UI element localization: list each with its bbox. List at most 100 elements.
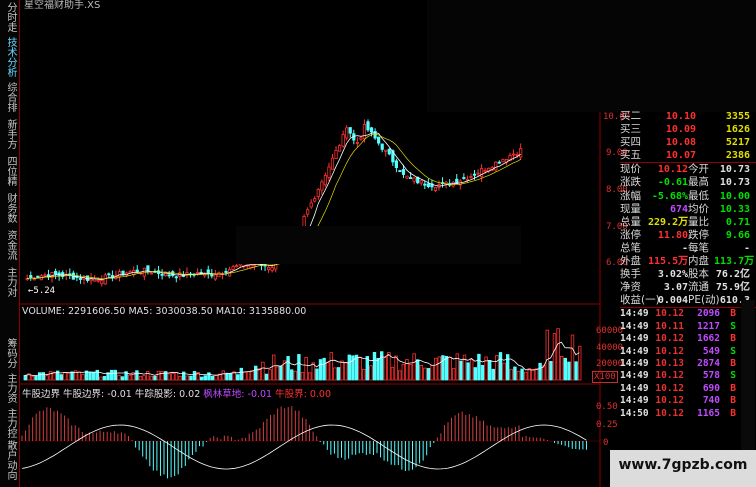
volume-bar <box>372 352 377 381</box>
candle-body <box>142 267 146 277</box>
bid-label: 买二 <box>620 110 641 122</box>
candle-body <box>309 202 313 208</box>
candle-body <box>149 272 154 275</box>
stat-value: 115.5万 <box>648 256 689 268</box>
side-expand-handle[interactable] <box>741 300 755 450</box>
candle-body <box>320 181 324 191</box>
candle-body <box>128 271 132 274</box>
volume-bar <box>477 353 481 381</box>
volume-bar <box>257 368 261 381</box>
sidebar-tab[interactable]: 散户动向 <box>5 440 16 480</box>
bid-row[interactable]: 买五 10.07 2386 <box>620 149 756 162</box>
sidebar-tab[interactable]: 新手方 <box>5 119 16 149</box>
candle-body <box>408 177 413 179</box>
candle-body <box>36 275 40 278</box>
volume-bar <box>354 354 359 381</box>
black-overlay-top <box>427 0 756 112</box>
tick-price: 10.12 <box>655 382 684 394</box>
stat-row: 涨停 11.80 跌停 9.66 <box>620 229 756 242</box>
bid-row[interactable]: 买四 10.08 5217 <box>620 136 756 149</box>
sidebar-tab[interactable]: 主力对比 <box>5 267 16 297</box>
volume-axis-label: 60000 <box>596 326 624 336</box>
stat-label: 涨跌 <box>620 176 641 189</box>
candle-body <box>330 157 335 170</box>
volume-unit-label: X100 <box>592 371 618 383</box>
volume-bar <box>253 365 258 381</box>
volume-bar <box>534 368 539 381</box>
volume-bar <box>293 370 297 381</box>
stat-row: 净资 3.07 流通 75.9亿 <box>620 281 756 294</box>
volume-bar <box>498 352 503 381</box>
volume-bar <box>556 328 560 381</box>
tick-time: 14:49 <box>620 395 649 407</box>
volume-bar <box>160 371 164 381</box>
volume-bar <box>387 352 391 381</box>
candle-body <box>391 150 395 163</box>
candle-body <box>341 134 345 147</box>
volume-bar <box>243 371 247 381</box>
volume-bar <box>268 369 272 381</box>
volume-bar <box>239 367 243 381</box>
volume-axis-label: 20000 <box>596 359 624 369</box>
price-axis-label: 6.00 <box>606 258 628 268</box>
indicator-axis-label: 0.25 <box>596 420 618 430</box>
indicator-line <box>21 424 587 470</box>
sidebar-tab[interactable]: 财务数据 <box>5 193 16 223</box>
stat-label: 流通 <box>688 281 709 294</box>
volume-ma5-line <box>24 341 580 376</box>
candle-body <box>511 153 516 156</box>
volume-bar <box>325 362 330 381</box>
volume-bar <box>199 376 204 381</box>
price-axis-label: 9.00 <box>606 148 628 158</box>
candle-body <box>43 274 47 277</box>
candle-body <box>78 277 83 280</box>
tick-time: 14:49 <box>620 370 649 382</box>
bid-row[interactable]: 买二 10.10 3355 <box>620 110 756 123</box>
volume-bar <box>131 372 135 381</box>
volume-bar <box>117 374 121 381</box>
stat-row: 外盘 115.5万 内盘 113.7万 <box>620 255 756 268</box>
stat-label: 每笔 <box>688 241 709 254</box>
sidebar-tab[interactable]: 资金流向 <box>5 230 16 260</box>
volume-bar <box>181 371 186 381</box>
bid-label: 买三 <box>620 123 641 136</box>
sidebar-tab[interactable]: 四位精 <box>5 156 16 186</box>
tick-volume: 1165 <box>697 407 720 419</box>
candle-body <box>483 169 487 172</box>
bid-row[interactable]: 买三 10.09 1626 <box>620 123 756 136</box>
sidebar-tab[interactable]: 技术分析 <box>5 37 16 77</box>
tick-price: 10.12 <box>655 395 684 407</box>
volume-bar <box>336 367 341 381</box>
indicator-value-2: 牛踪股影: 0.02 <box>134 389 201 400</box>
volume-bar <box>138 376 143 381</box>
bid-volume: 5217 <box>725 137 750 149</box>
tick-direction: B <box>730 308 736 320</box>
volume-bar <box>102 376 107 381</box>
candle-body <box>465 178 470 181</box>
stat-label: 内盘 <box>688 255 709 268</box>
stat-value: 11.80 <box>657 229 688 241</box>
stat-value: 10.73 <box>719 177 750 189</box>
price-axis-label: 7.00 <box>606 222 628 232</box>
sidebar-tab[interactable]: 分时走势 <box>5 2 16 32</box>
volume-bar <box>329 352 333 381</box>
volume-bar <box>171 372 175 381</box>
volume-bar <box>433 357 438 381</box>
volume-bar <box>38 372 42 381</box>
sidebar-tab[interactable]: 综合排名 <box>5 82 16 112</box>
volume-bar <box>423 367 427 381</box>
sidebar-tab[interactable]: 筹码分布 <box>5 338 16 368</box>
stat-value: 10.33 <box>719 203 750 215</box>
volume-bar <box>444 355 449 381</box>
candle-body <box>146 265 150 272</box>
stat-label: 换手 <box>620 268 641 281</box>
sidebar-tab[interactable]: 主力资金 <box>5 373 16 403</box>
tick-row: 14:49 10.12 549 S <box>620 346 756 358</box>
volume-bar <box>214 374 218 381</box>
volume-bar <box>351 355 355 381</box>
candle-body <box>323 174 328 186</box>
tick-price: 10.12 <box>655 333 684 345</box>
tick-price: 10.12 <box>655 345 684 357</box>
sidebar-tab[interactable]: 主力控盘 <box>5 408 16 438</box>
